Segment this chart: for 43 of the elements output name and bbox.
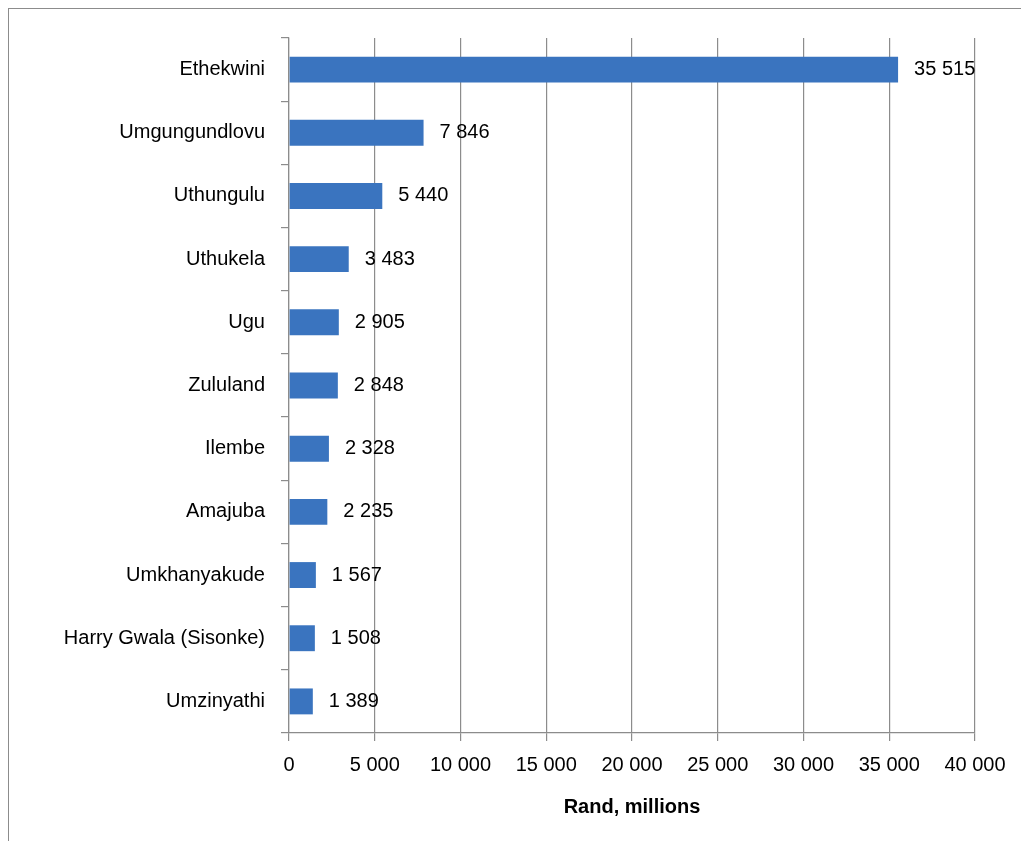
x-tick-label: 0 (283, 752, 295, 775)
data-label: 2 905 (354, 309, 405, 332)
y-tick-label: Ugu (228, 309, 265, 332)
data-label: 1 567 (331, 562, 382, 585)
y-tick-label: Uthukela (186, 246, 266, 269)
y-tick-label: Ethekwini (179, 57, 265, 80)
y-tick-label: Zululand (188, 373, 265, 396)
data-label: 3 483 (364, 246, 415, 269)
bar (289, 625, 315, 652)
y-tick-label: Umkhanyakude (126, 562, 265, 585)
x-tick-label: 10 000 (429, 752, 492, 775)
y-tick-label: Harry Gwala (Sisonke) (63, 625, 265, 648)
data-label: 1 389 (328, 688, 379, 711)
bar (289, 246, 349, 273)
data-label: 7 846 (439, 120, 490, 143)
x-tick-label: 30 000 (772, 752, 835, 775)
bar (289, 688, 313, 715)
y-tick-label: Amajuba (186, 499, 266, 522)
x-tick-label: 35 000 (858, 752, 920, 775)
x-tick-label: 40 000 (944, 752, 1006, 775)
y-tick-label: Uthungulu (173, 183, 265, 206)
bar (289, 309, 339, 336)
data-label: 2 235 (343, 499, 394, 522)
bar (289, 119, 424, 146)
x-tick-label: 5 000 (349, 752, 400, 775)
x-tick-label: 25 000 (687, 752, 749, 775)
y-tick-label: Ilembe (204, 436, 265, 459)
bar (289, 56, 899, 83)
bar (289, 562, 316, 588)
bar (289, 183, 383, 209)
x-tick-label: 20 000 (601, 752, 663, 775)
y-tick-label: Umgungundlovu (119, 120, 265, 143)
bar (289, 372, 338, 399)
y-tick-label: Umzinyathi (166, 688, 265, 711)
data-label: 2 848 (353, 373, 404, 396)
data-label: 35 515 (914, 57, 976, 80)
x-axis-title: Rand, millions (563, 794, 701, 817)
data-label: 2 328 (344, 436, 395, 459)
bar (289, 498, 328, 525)
data-label: 1 508 (330, 625, 381, 648)
bar (289, 435, 329, 462)
data-label: 5 440 (398, 183, 449, 206)
x-tick-label: 15 000 (515, 752, 577, 775)
